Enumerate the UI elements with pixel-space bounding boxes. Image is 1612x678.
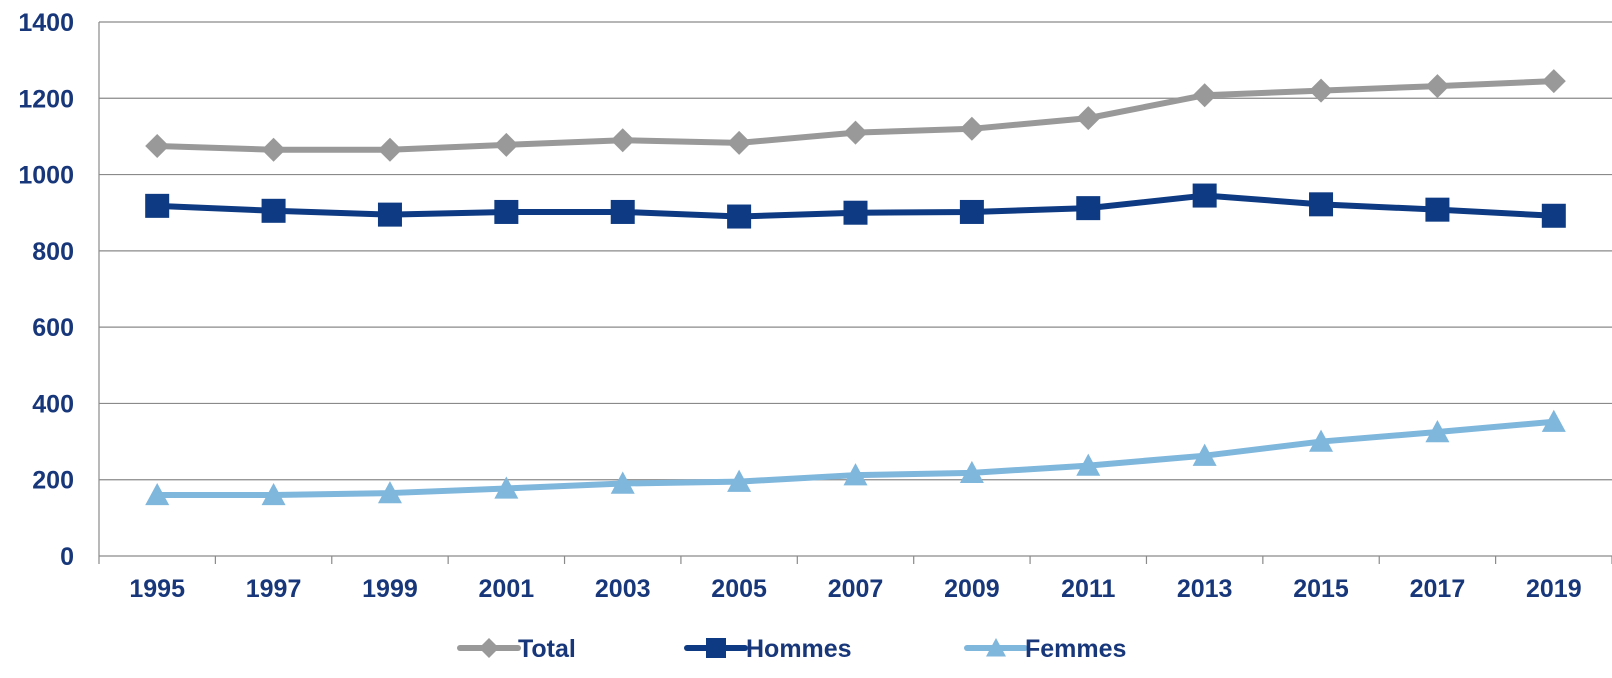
x-tick-label: 2011	[1061, 575, 1115, 603]
data-point-femmes	[377, 481, 402, 504]
x-tick-label: 1997	[246, 575, 302, 603]
data-point-hommes	[610, 199, 635, 224]
x-tick-label: 2003	[595, 575, 651, 603]
legend-marker-hommes	[706, 638, 726, 658]
data-point-total	[843, 120, 868, 145]
data-point-femmes	[261, 482, 286, 506]
y-tick-label: 0	[60, 543, 74, 571]
data-point-hommes	[261, 198, 286, 223]
data-point-total	[610, 128, 635, 153]
x-tick-label: 1995	[129, 575, 185, 603]
data-point-total	[145, 133, 170, 158]
data-point-total	[1541, 69, 1566, 94]
legend-marker-femmes	[986, 638, 1006, 657]
data-point-total	[377, 137, 402, 162]
data-point-femmes	[1076, 453, 1101, 476]
data-point-hommes	[377, 202, 402, 227]
y-tick-label: 1200	[18, 85, 74, 113]
x-tick-label: 2001	[479, 575, 535, 603]
data-point-total	[1425, 74, 1450, 99]
data-point-hommes	[145, 193, 170, 218]
data-point-hommes	[1076, 196, 1101, 221]
legend-label-femmes: Femmes	[1025, 635, 1126, 663]
data-point-femmes	[1541, 409, 1566, 432]
x-axis-tick-labels: 1995 1997 1999 2001 2003 2005 2007 2009 2011 2013…	[129, 575, 1581, 603]
axes	[98, 22, 1612, 564]
y-tick-label: 200	[32, 467, 74, 495]
data-point-femmes	[494, 476, 519, 499]
x-tick-label: 2009	[944, 575, 1000, 603]
data-point-hommes	[1309, 192, 1334, 217]
y-tick-label: 600	[32, 314, 74, 342]
data-point-femmes	[145, 482, 170, 506]
data-point-femmes	[1309, 429, 1334, 452]
data-point-femmes	[1192, 443, 1217, 466]
data-point-hommes	[494, 199, 519, 224]
gridlines	[99, 21, 1612, 481]
y-tick-label: 400	[32, 390, 74, 418]
x-tick-label: 2019	[1526, 575, 1582, 603]
data-point-femmes	[610, 471, 635, 494]
x-tick-label: 2015	[1293, 575, 1349, 603]
data-point-hommes	[1425, 197, 1450, 222]
data-point-total	[727, 130, 752, 155]
data-point-hommes	[727, 204, 752, 229]
x-tick-label: 2013	[1177, 575, 1233, 603]
data-point-hommes	[1192, 183, 1217, 208]
x-tick-label: 1999	[362, 575, 418, 603]
series-group	[145, 69, 1566, 506]
legend-label-total: Total	[518, 635, 576, 663]
data-point-femmes	[727, 469, 752, 492]
legend-label-hommes: Hommes	[746, 635, 852, 663]
data-point-total	[1076, 106, 1101, 131]
data-point-total	[1309, 78, 1334, 103]
data-point-hommes	[959, 199, 984, 224]
y-tick-label: 1000	[18, 162, 74, 190]
y-axis-tick-labels: 0 200 400 600 800 1000 1200 1400	[18, 9, 74, 571]
data-point-hommes	[843, 200, 868, 225]
x-tick-label: 2017	[1410, 575, 1466, 603]
data-point-total	[261, 137, 286, 162]
legend: Total Hommes Femmes	[457, 635, 1126, 663]
x-tick-label: 2005	[711, 575, 767, 603]
legend-marker-total	[479, 638, 499, 658]
y-tick-label: 1400	[18, 9, 74, 37]
data-point-total	[494, 132, 519, 157]
data-point-total	[959, 116, 984, 141]
y-tick-label: 800	[32, 238, 74, 266]
data-point-total	[1192, 83, 1217, 108]
data-point-femmes	[959, 460, 984, 484]
data-point-femmes	[1425, 420, 1450, 443]
data-point-femmes	[843, 463, 868, 486]
data-point-hommes	[1541, 203, 1566, 228]
x-tick-label: 2007	[828, 575, 884, 603]
